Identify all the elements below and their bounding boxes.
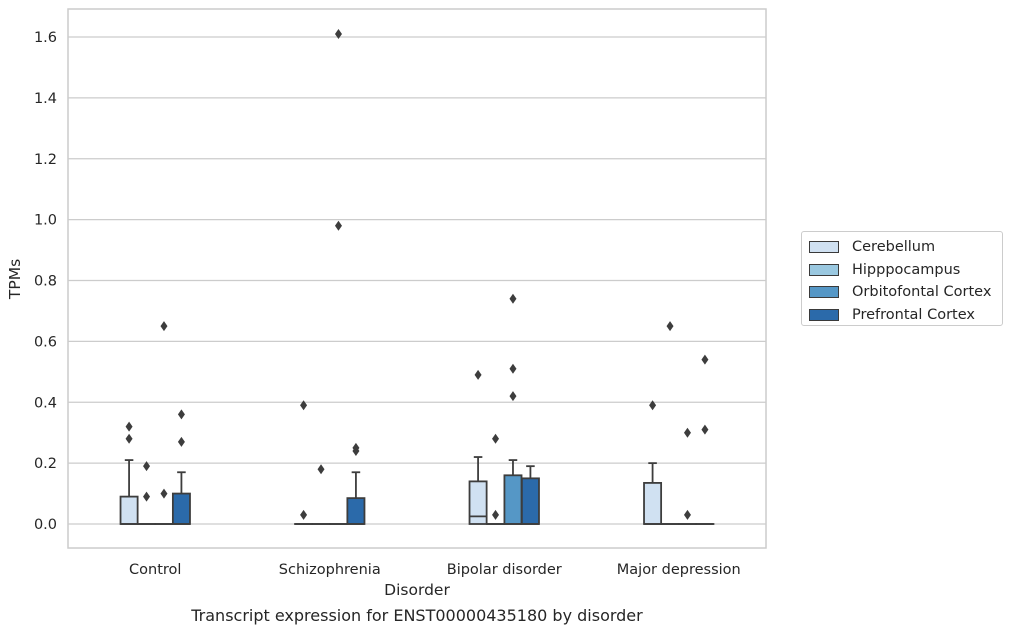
box-0-2: [154, 321, 174, 525]
y-tick-label: 0.8: [34, 274, 57, 290]
outlier-point: [649, 400, 657, 411]
box-1-1: [311, 464, 331, 525]
outlier-point: [474, 369, 482, 380]
box-3-0: [643, 400, 663, 525]
outlier-point: [125, 421, 133, 432]
box-2-3: [520, 465, 540, 525]
outlier-point: [334, 220, 342, 231]
gridlines: [68, 36, 766, 525]
outlier-point: [177, 409, 185, 420]
y-tick-label: 1.6: [34, 30, 57, 46]
outlier-point: [143, 491, 151, 502]
legend-item: Prefrontal Cortex: [809, 304, 1002, 327]
box-body: [171, 492, 191, 525]
outlier-point: [352, 442, 360, 453]
box-3-1: [660, 321, 680, 525]
box-body: [643, 482, 663, 525]
y-tick-label: 0.4: [34, 395, 57, 411]
legend-swatch: [809, 308, 839, 321]
box-1-3: [346, 442, 366, 525]
box-1-0: [294, 400, 314, 525]
plot-frame: [67, 8, 767, 549]
box-3-3: [695, 354, 715, 525]
y-axis-label: TPMs: [6, 259, 24, 300]
outlier-point: [143, 461, 151, 472]
box-body: [119, 495, 139, 525]
legend-label: Cerebellum: [852, 239, 936, 256]
x-axis-label: Disorder: [384, 581, 450, 599]
y-tick-label: 0.6: [34, 334, 57, 350]
box-2-1: [486, 433, 505, 525]
y-tick-label: 0.2: [34, 456, 57, 472]
box-2-0: [468, 369, 488, 525]
legend-swatch: [809, 286, 839, 299]
y-tick-label: 1.4: [34, 91, 57, 107]
y-tick-label: 1.0: [34, 213, 57, 229]
outlier-point: [509, 293, 517, 304]
chart-caption: Transcript expression for ENST0000043518…: [191, 606, 643, 625]
outlier-point: [300, 509, 308, 520]
box-body: [468, 480, 488, 525]
legend-item: Cerebellum: [809, 236, 1002, 259]
x-tick-label: Bipolar disorder: [447, 562, 562, 578]
y-axis-ticks: 0.0 0.2 0.4 0.6 0.8 1.0 1.2 1.4 1.6: [34, 30, 57, 533]
x-axis-ticks: Control Schizophrenia Bipolar disorder Majo…: [129, 562, 741, 578]
outlier-point: [492, 433, 500, 444]
outlier-point: [334, 28, 342, 39]
box-body: [520, 477, 540, 525]
box-plot-series: [119, 28, 715, 525]
outlier-point: [160, 488, 168, 499]
legend: Cerebellum Hipppocampus Orbitofontal Corte…: [801, 231, 1003, 326]
legend-label: Orbitofontal Cortex: [852, 284, 992, 301]
outlier-point: [666, 321, 674, 332]
box-body: [503, 474, 523, 525]
outlier-point: [177, 436, 185, 447]
x-tick-label: Control: [129, 562, 181, 578]
box-body: [346, 497, 366, 525]
legend-item: Orbitofontal Cortex: [809, 281, 1002, 304]
outlier-point: [701, 424, 709, 435]
x-tick-label: Major depression: [617, 562, 741, 578]
outlier-point: [509, 391, 517, 402]
legend-item: Hipppocampus: [809, 259, 1002, 282]
outlier-point: [509, 363, 517, 374]
box-0-1: [137, 461, 156, 525]
box-0-3: [171, 409, 191, 525]
outlier-point: [300, 400, 308, 411]
x-tick-label: Schizophrenia: [279, 562, 381, 578]
box-0-0: [119, 421, 139, 525]
y-tick-label: 1.2: [34, 152, 57, 168]
legend-label: Hipppocampus: [852, 261, 961, 278]
outlier-point: [701, 354, 709, 365]
outlier-point: [683, 427, 691, 438]
outlier-point: [492, 509, 500, 520]
outlier-point: [317, 464, 325, 475]
y-tick-label: 0.0: [34, 517, 57, 533]
legend-swatch: [809, 241, 839, 254]
outlier-point: [683, 509, 691, 520]
legend-label: Prefrontal Cortex: [852, 306, 975, 323]
box-3-2: [678, 427, 697, 525]
box-1-2: [329, 28, 348, 525]
outlier-point: [160, 321, 168, 332]
box-2-2: [503, 293, 523, 525]
outlier-point: [125, 433, 133, 444]
legend-swatch: [809, 263, 839, 276]
